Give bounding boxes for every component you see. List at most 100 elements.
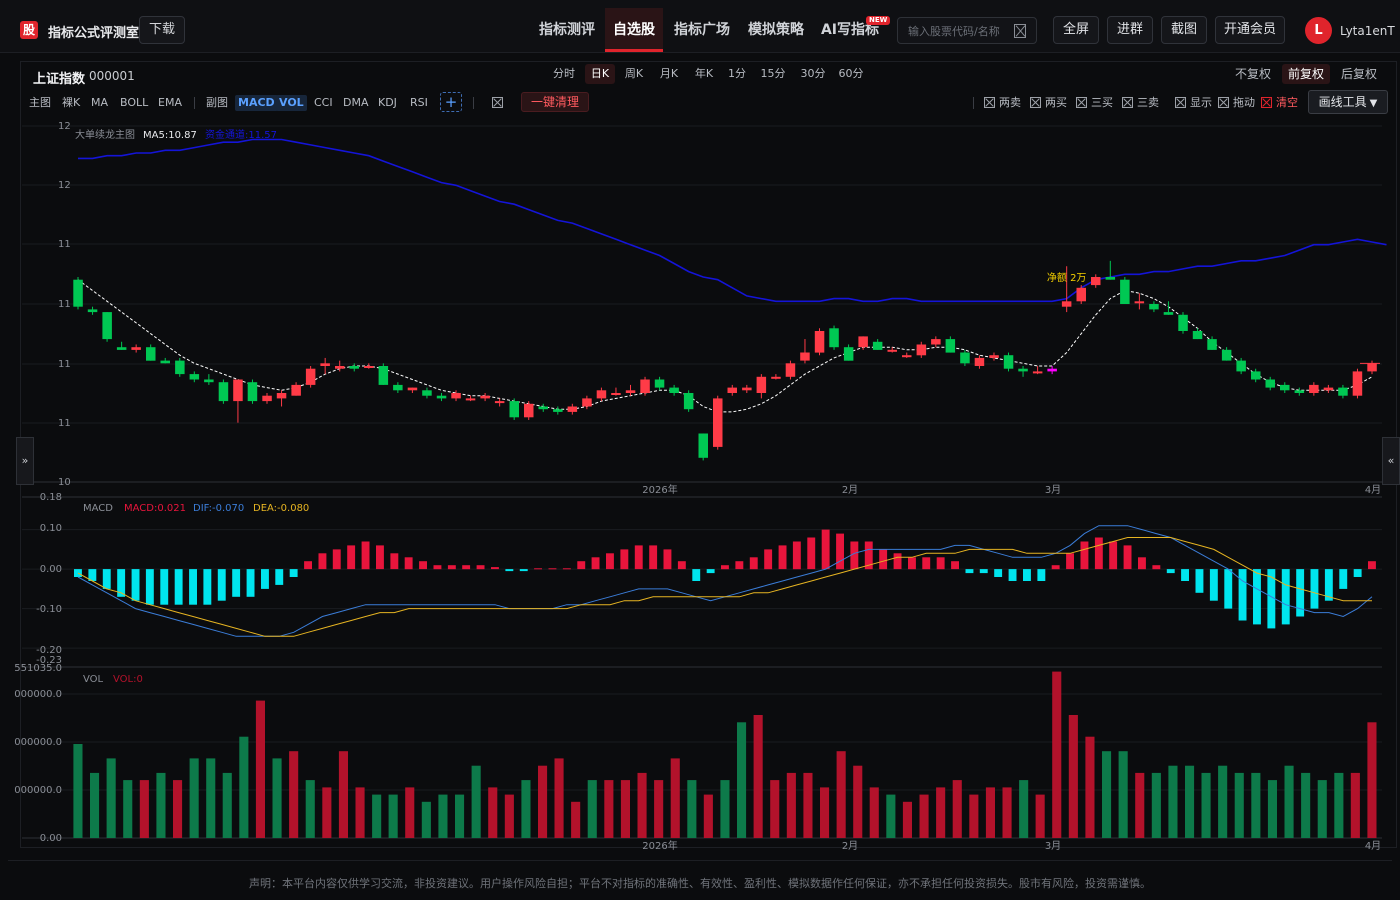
period-monthly[interactable]: 月K — [659, 67, 679, 80]
volume-bar — [1350, 772, 1360, 838]
indicator-dma[interactable]: DMA — [343, 96, 369, 109]
checkbox-icon — [1030, 97, 1041, 108]
search-input[interactable] — [908, 24, 1008, 38]
one-click-clear-button[interactable]: 一键清理 — [521, 92, 589, 112]
username[interactable]: Lyta1enT — [1340, 24, 1395, 38]
volume-bar — [272, 758, 282, 838]
indicator-macd[interactable]: MACD — [235, 95, 278, 111]
macd-bar — [88, 569, 97, 581]
y-tick-label: 11 — [58, 239, 71, 250]
volume-bar — [720, 780, 730, 838]
nav-simulated-strategy[interactable]: 模拟策略 — [748, 22, 804, 38]
period-weekly[interactable]: 周K — [624, 67, 644, 80]
candle-body — [291, 384, 301, 396]
macd-bar — [189, 569, 197, 605]
nav-indicator-plaza[interactable]: 指标广场 — [674, 22, 730, 38]
macd-bar — [361, 541, 370, 570]
volume-bar — [521, 780, 531, 838]
period-intraday[interactable]: 分时 — [553, 67, 575, 80]
indicator-rsi[interactable]: RSI — [410, 96, 428, 109]
period-1min[interactable]: 1分 — [728, 67, 746, 80]
clear-box-icon[interactable] — [492, 97, 503, 108]
main-legend-ma: MA5:10.87 — [143, 130, 197, 141]
candle-body — [131, 347, 141, 350]
chart-panel — [20, 61, 1397, 848]
drawing-tools-button[interactable]: 画线工具 ▼ — [1308, 90, 1388, 114]
macd-legend-macd: MACD:0.021 — [124, 503, 186, 514]
nav-ai-write-indicator[interactable]: AI写指标 — [820, 22, 880, 38]
volume-bar — [803, 772, 813, 838]
membership-button[interactable]: 开通会员 — [1215, 16, 1285, 44]
indicator-naked-k[interactable]: 裸K — [62, 96, 81, 109]
macd-bar — [922, 557, 931, 570]
expand-right-handle[interactable]: « — [1382, 437, 1400, 485]
macd-legend-name: MACD — [83, 503, 113, 514]
indicator-cci[interactable]: CCI — [314, 96, 333, 109]
macd-bar — [951, 561, 959, 570]
nav-indicator-review[interactable]: 指标测评 — [539, 22, 595, 38]
download-button[interactable]: 下载 — [139, 16, 185, 44]
candle-body — [393, 384, 403, 391]
volume-bar — [206, 758, 216, 838]
period-30min[interactable]: 30分 — [800, 67, 826, 80]
add-indicator-button[interactable]: + — [440, 92, 462, 112]
candle-body — [1178, 314, 1188, 331]
period-yearly[interactable]: 年K — [694, 67, 714, 80]
toggle-label: 两买 — [1045, 96, 1067, 109]
volume-bar — [255, 700, 265, 838]
volume-bar — [1201, 772, 1211, 838]
macd-bar — [764, 549, 773, 570]
candle-body — [1032, 371, 1043, 374]
adjust-backward[interactable]: 后复权 — [1340, 67, 1377, 81]
indicator-vol[interactable]: VOL — [276, 95, 307, 111]
toggle-label: 两卖 — [999, 96, 1021, 109]
volume-bar — [438, 794, 448, 838]
x-axis-label: 2026年 — [642, 483, 677, 496]
adjust-none[interactable]: 不复权 — [1234, 67, 1271, 81]
macd-bar — [1109, 541, 1118, 570]
candle-body — [189, 374, 200, 380]
macd-bar — [1138, 557, 1146, 570]
fullscreen-button[interactable]: 全屏 — [1053, 16, 1099, 44]
join-group-button[interactable]: 进群 — [1107, 16, 1153, 44]
expand-left-handle[interactable]: » — [16, 437, 34, 485]
main-legend-name: 大单续龙主图 — [75, 128, 135, 141]
period-15min[interactable]: 15分 — [760, 67, 786, 80]
candle-body — [451, 393, 461, 399]
volume-bar — [902, 801, 912, 838]
candle-body — [1120, 279, 1130, 304]
candle-body — [1338, 387, 1348, 396]
candle-body — [422, 390, 432, 396]
indicator-boll[interactable]: BOLL — [120, 96, 149, 109]
chevron-down-icon: ▼ — [1369, 98, 1378, 109]
candle-body — [378, 366, 389, 385]
search-box — [897, 17, 1037, 44]
indicator-ema[interactable]: EMA — [158, 96, 182, 109]
checkbox-icon — [1218, 97, 1229, 108]
candle-body — [509, 401, 519, 418]
adjust-forward[interactable]: 前复权 — [1282, 64, 1330, 84]
nav-watchlist[interactable]: 自选股 — [605, 8, 663, 52]
candle-body — [1163, 312, 1174, 315]
macd-bar — [979, 569, 988, 574]
indicator-kdj[interactable]: KDJ — [378, 96, 397, 109]
x-axis-label: 2月 — [842, 484, 858, 496]
period-daily[interactable]: 日K — [585, 64, 615, 84]
y-tick-label: 11 — [58, 299, 71, 310]
indicator-ma[interactable]: MA — [91, 96, 109, 109]
screenshot-button[interactable]: 截图 — [1161, 16, 1207, 44]
volume-bar — [106, 758, 116, 838]
period-60min[interactable]: 60分 — [838, 67, 864, 80]
volume-bar — [1185, 765, 1195, 838]
macd-bar — [217, 569, 226, 601]
volume-bar — [538, 765, 548, 838]
macd-bar — [1253, 569, 1261, 625]
close-icon[interactable] — [1014, 24, 1026, 38]
macd-bar — [462, 565, 471, 570]
avatar[interactable]: L — [1305, 17, 1332, 44]
volume-bar — [73, 744, 83, 838]
candle-body — [887, 349, 897, 352]
macd-bar — [390, 553, 399, 570]
volume-bar — [239, 736, 249, 838]
